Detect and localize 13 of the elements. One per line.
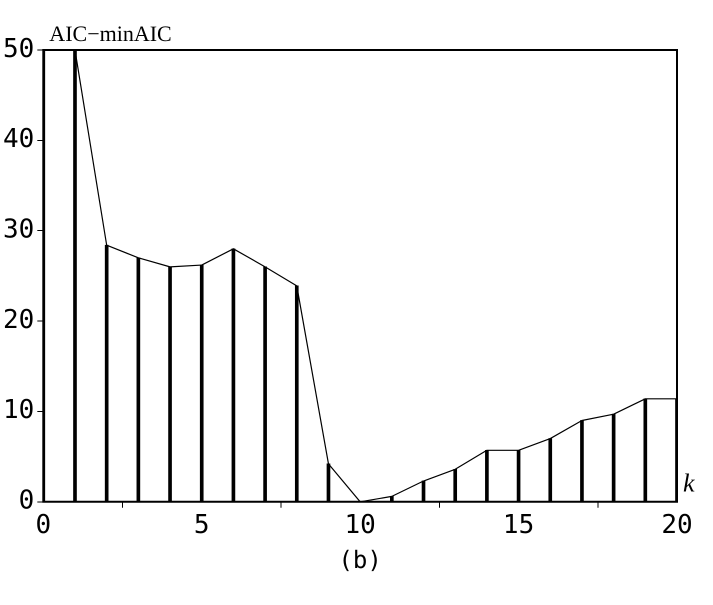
y-tick-label: 30 [2, 214, 34, 244]
y-axis-title: AIC−minAIC [49, 20, 172, 46]
y-tick-label: 20 [2, 304, 34, 335]
x-axis-title: k [683, 468, 695, 498]
y-tick-label: 40 [2, 124, 34, 154]
x-tick-label: 10 [344, 510, 376, 540]
y-tick-label: 0 [18, 486, 34, 516]
x-tick-label: 15 [502, 510, 534, 540]
x-tick-label: 5 [194, 510, 210, 540]
y-tick-label: 10 [2, 395, 34, 426]
y-tick-label: 50 [2, 34, 34, 64]
text: (b) [338, 546, 382, 574]
x-tick-label: 20 [661, 510, 693, 540]
